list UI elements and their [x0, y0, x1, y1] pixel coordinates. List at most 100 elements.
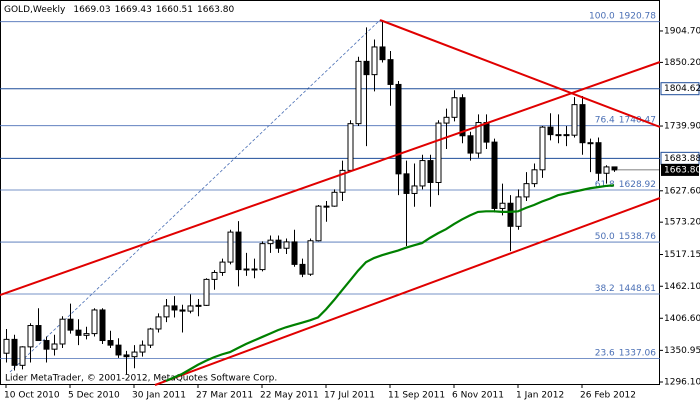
fib-ratio: 50.0	[595, 232, 615, 242]
candle-body	[475, 122, 482, 154]
y-tick-label: 1517.15	[664, 250, 700, 260]
candle-body	[563, 134, 570, 137]
candle-body	[387, 59, 394, 85]
candle-body	[195, 304, 202, 307]
candle-body	[443, 116, 450, 124]
candle-body	[611, 166, 618, 171]
y-tick-label: 1296.10	[664, 378, 700, 388]
candle-body	[539, 126, 546, 171]
candle-body	[363, 60, 370, 76]
candle-body	[75, 329, 82, 336]
candle-body	[531, 169, 538, 185]
y-tick-label: 1627.60	[664, 186, 700, 196]
candle-body	[547, 126, 554, 136]
candle-body	[123, 354, 130, 358]
fib-ratio: 76.4	[595, 115, 615, 125]
candle-body	[139, 344, 146, 353]
candle-body	[171, 305, 178, 311]
lower-trend-line	[154, 197, 661, 386]
open-label: 1669.03	[73, 5, 110, 15]
x-tick-label: 30 Jan 2011	[132, 391, 186, 401]
fib-label: 61.8 1628.92	[595, 180, 656, 190]
candle-body	[19, 346, 26, 366]
candle-body	[99, 309, 106, 342]
y-tick-label: 1406.60	[664, 314, 700, 324]
candle-body	[579, 104, 586, 144]
candle-body	[251, 268, 258, 271]
candle-body	[339, 169, 346, 193]
candle-body	[187, 305, 194, 312]
close-label: 1663.80	[197, 5, 234, 15]
candle-body	[283, 241, 290, 249]
candle-body	[347, 123, 354, 171]
copyright: Lider MetaTrader, © 2001-2012, MetaQuote…	[5, 374, 277, 384]
candle-body	[155, 316, 162, 330]
candle-body	[275, 239, 282, 249]
low-label: 1660.51	[156, 5, 193, 15]
fib-label: 76.4 1740.47	[595, 115, 656, 125]
y-tick-label: 1904.70	[664, 26, 700, 36]
candle-body	[315, 205, 322, 242]
fib-label: 50.0 1538.76	[595, 232, 657, 242]
candle-body	[603, 166, 610, 174]
candle-body	[595, 142, 602, 174]
current-price-box	[661, 163, 699, 176]
candle-body	[411, 185, 418, 194]
chart-header: GOLD,Weekly 1669.03 1669.43 1660.51 1663.80	[4, 5, 235, 15]
candle-body	[67, 318, 74, 331]
candle-body	[203, 278, 210, 306]
candle-body	[163, 305, 170, 318]
candle-body	[427, 160, 434, 183]
fib-ratio: 100.0	[589, 11, 615, 21]
descending-trend-line	[379, 19, 661, 128]
candle-body	[243, 268, 250, 271]
fib-price: 1448.61	[619, 284, 656, 294]
fib-trend-line	[9, 19, 381, 373]
candle-body	[491, 141, 498, 209]
candle-body	[331, 191, 338, 207]
upper-trend-line	[0, 61, 661, 296]
candle-body	[131, 351, 138, 358]
fib-label: 23.6 1337.06	[595, 348, 657, 358]
fib-price: 1337.06	[619, 348, 656, 358]
candle-body	[91, 309, 98, 335]
candle-body	[51, 343, 58, 350]
candle-body	[307, 240, 314, 275]
candle-body	[35, 325, 42, 342]
candle-body	[323, 205, 330, 208]
candle-body	[83, 333, 90, 336]
symbol: GOLD,Weekly	[4, 5, 66, 15]
candle-body	[507, 202, 514, 227]
candle-body	[371, 46, 378, 76]
current-price-label: 1663.80	[664, 165, 700, 175]
candle-body	[219, 261, 226, 273]
x-tick-label: 22 May 2011	[260, 391, 319, 401]
fib-price: 1740.47	[619, 115, 656, 125]
plot-frame	[0, 0, 660, 385]
candle-body	[467, 135, 474, 154]
level-label: 1683.88	[664, 154, 700, 164]
x-tick-label: 17 Jul 2011	[324, 391, 375, 401]
y-tick-label: 1462.10	[664, 282, 700, 292]
fib-ratio: 61.8	[595, 180, 615, 190]
candle-body	[419, 160, 426, 187]
y-tick-label: 1850.20	[664, 58, 700, 68]
candle-body	[299, 263, 306, 275]
fib-label: 100.0 1920.78	[589, 11, 656, 21]
candle-body	[211, 271, 218, 280]
candle-body	[291, 241, 298, 265]
candle-body	[267, 239, 274, 245]
candle-body	[523, 183, 530, 198]
candle-body	[11, 338, 18, 366]
candle-body	[3, 338, 10, 354]
moving-average	[165, 184, 615, 382]
candle-body	[435, 122, 442, 183]
candle-body	[499, 202, 506, 209]
candle-body	[459, 97, 466, 137]
candle-body	[115, 344, 122, 356]
level-label: 1804.62	[664, 84, 700, 94]
x-tick-label: 1 Jan 2012	[516, 391, 564, 401]
candle-body	[379, 46, 386, 61]
